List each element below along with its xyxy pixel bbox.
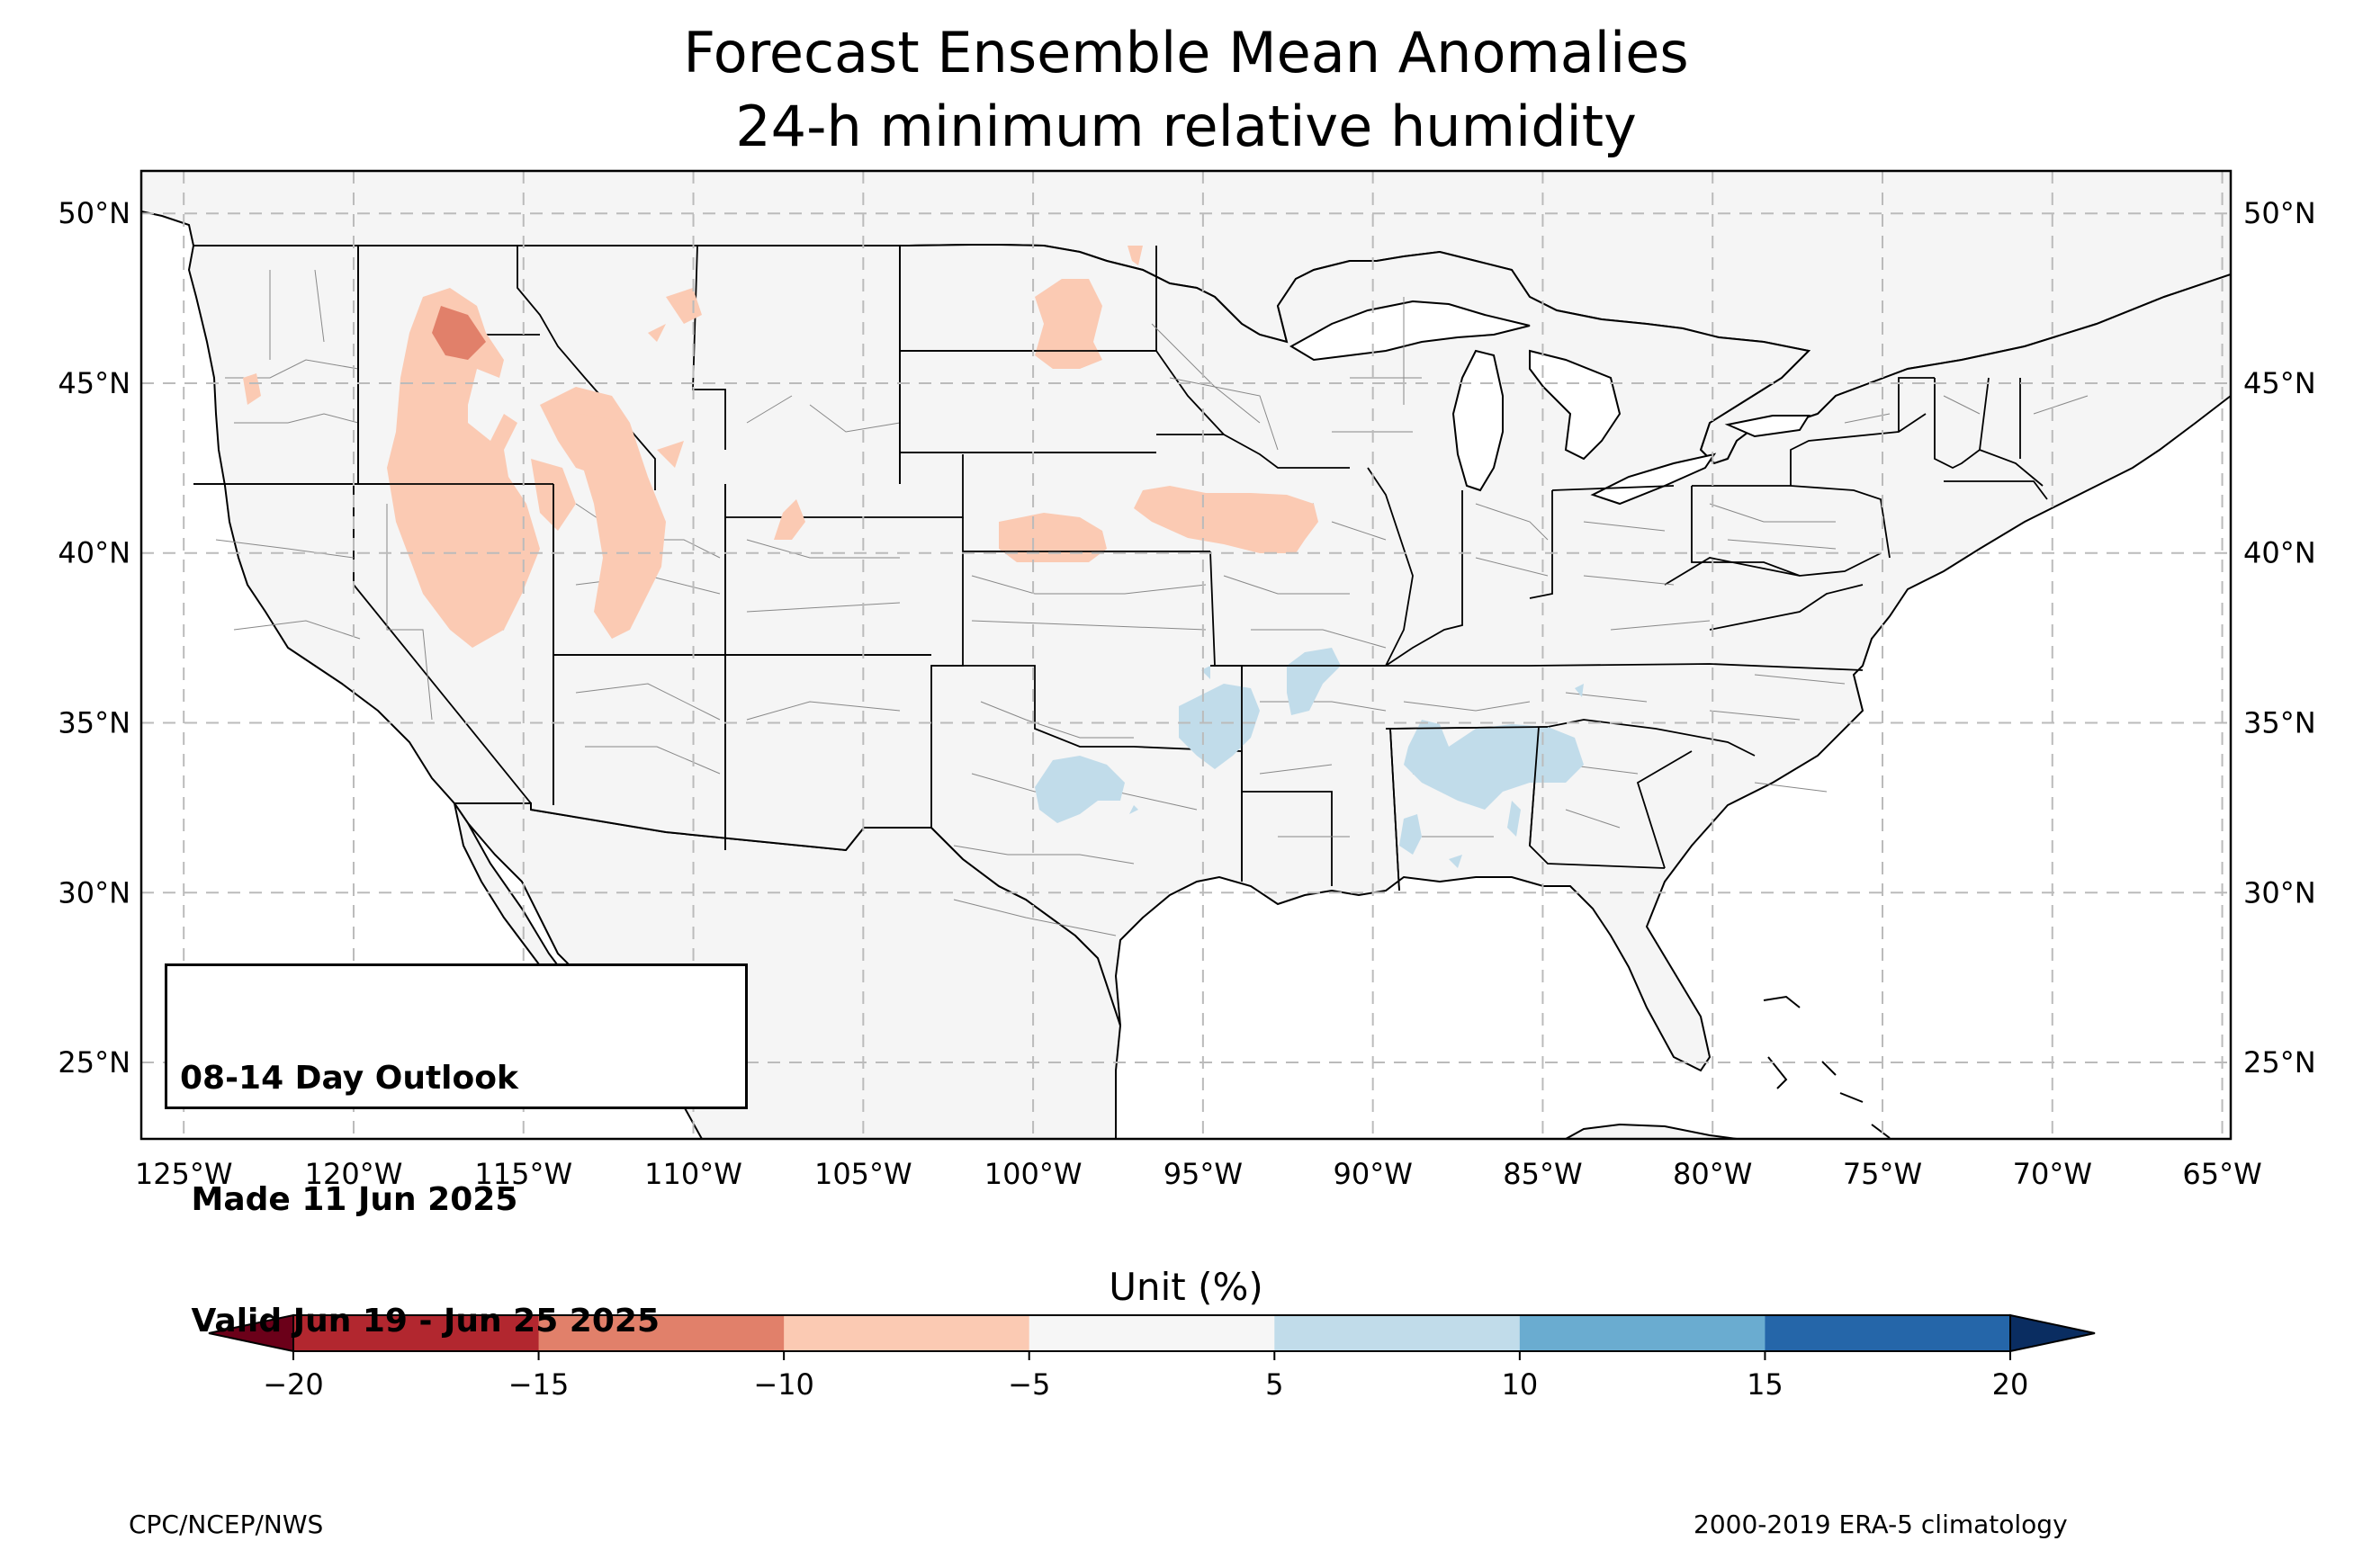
lat-tick-label: 50°N (2243, 196, 2316, 230)
positive-anomaly-shading (1035, 648, 1584, 868)
lake-ontario (1724, 415, 1810, 438)
negative-anomaly-shading (243, 246, 1318, 648)
colorbar-tick-labels: −20 −15 −10 −5 5 10 15 20 (263, 1351, 2028, 1402)
lat-tick-label: 30°N (58, 875, 130, 909)
lon-tick-label: 80°W (1673, 1157, 1752, 1191)
lon-tick-label: 120°W (305, 1157, 403, 1191)
lat-tick-label: 40°N (2243, 536, 2316, 570)
footer-climatology: 2000-2019 ERA-5 climatology (1694, 1510, 2068, 1539)
lon-tick-label: 75°W (1843, 1157, 1922, 1191)
colorbar-segment (1765, 1315, 2011, 1351)
outlook-made-date: Made 11 Jun 2025 (180, 1181, 518, 1218)
lon-tick-label: 95°W (1164, 1157, 1243, 1191)
colorbar-tick-label: 10 (1501, 1367, 1538, 1402)
lat-tick-label: 40°N (58, 536, 130, 570)
colorbar-segment (1274, 1315, 1521, 1351)
lon-tick-label: 125°W (135, 1157, 233, 1191)
map-title: Forecast Ensemble Mean Anomalies (683, 20, 1689, 85)
map-subtitle: 24-h minimum relative humidity (735, 94, 1637, 159)
bahamas-islands (1763, 995, 1891, 1139)
colorbar-tick-label: −10 (753, 1367, 814, 1402)
lat-tick-label: 50°N (58, 196, 130, 230)
boundary-overlay (193, 246, 1549, 892)
lon-tick-label: 115°W (474, 1157, 572, 1191)
colorbar-segment (1519, 1315, 1766, 1351)
lon-tick-label: 100°W (984, 1157, 1083, 1191)
lat-tick-label: 45°N (2243, 366, 2316, 400)
colorbar-segment (538, 1315, 785, 1351)
outlook-period: 08-14 Day Outlook (180, 1060, 518, 1097)
latitude-labels-right: 25°N 30°N 35°N 40°N 45°N 50°N (2243, 196, 2316, 1080)
lon-tick-label: 105°W (814, 1157, 912, 1191)
colorbar-tick-label: −5 (1008, 1367, 1050, 1402)
outlook-valid-range: Valid Jun 19 - Jun 25 2025 (180, 1303, 660, 1340)
colorbar-tick-label: 15 (1747, 1367, 1783, 1402)
outlook-info-box: 08-14 Day Outlook Made 11 Jun 2025 Valid… (165, 963, 748, 1340)
lake-superior (1289, 300, 1531, 362)
lon-tick-label: 70°W (2013, 1157, 2092, 1191)
colorbar-outline (292, 1314, 2011, 1352)
lon-tick-label: 85°W (1503, 1157, 1582, 1191)
lat-tick-label: 25°N (58, 1045, 130, 1080)
lat-tick-label: 25°N (2243, 1045, 2316, 1080)
colorbar (208, 1313, 2096, 1353)
latitude-labels-left: 25°N 30°N 35°N 40°N 45°N 50°N (58, 196, 130, 1080)
map-frame (139, 169, 2233, 1141)
lon-tick-label: 110°W (644, 1157, 742, 1191)
colorbar-segment (293, 1315, 540, 1351)
lat-tick-label: 45°N (58, 366, 130, 400)
colorbar-tick-label: 5 (1265, 1367, 1283, 1402)
longitude-labels: 125°W 120°W 115°W 110°W 105°W 100°W 95°W 90°W 85… (135, 1157, 2262, 1191)
footer-source: CPC/NCEP/NWS (129, 1510, 324, 1539)
lake-huron (1529, 349, 1622, 461)
lon-tick-label: 65°W (2182, 1157, 2261, 1191)
colorbar-tick-label: −20 (263, 1367, 324, 1402)
colorbar-tick-label: −15 (508, 1367, 570, 1402)
colorbar-segment (784, 1315, 1030, 1351)
lake-michigan (1451, 349, 1504, 492)
colorbar-over-arrow (2009, 1313, 2096, 1353)
lon-tick-label: 90°W (1333, 1157, 1412, 1191)
colorbar-title: Unit (%) (1109, 1265, 1263, 1309)
lat-tick-label: 35°N (58, 706, 130, 740)
lat-tick-label: 35°N (2243, 706, 2316, 740)
lat-tick-label: 30°N (2243, 875, 2316, 909)
colorbar-segment (1029, 1315, 1275, 1351)
cuba-island (1565, 1123, 1738, 1139)
conus-land (187, 244, 2231, 1072)
colorbar-tick-label: 20 (1992, 1367, 2029, 1402)
lake-erie (1590, 452, 1717, 506)
